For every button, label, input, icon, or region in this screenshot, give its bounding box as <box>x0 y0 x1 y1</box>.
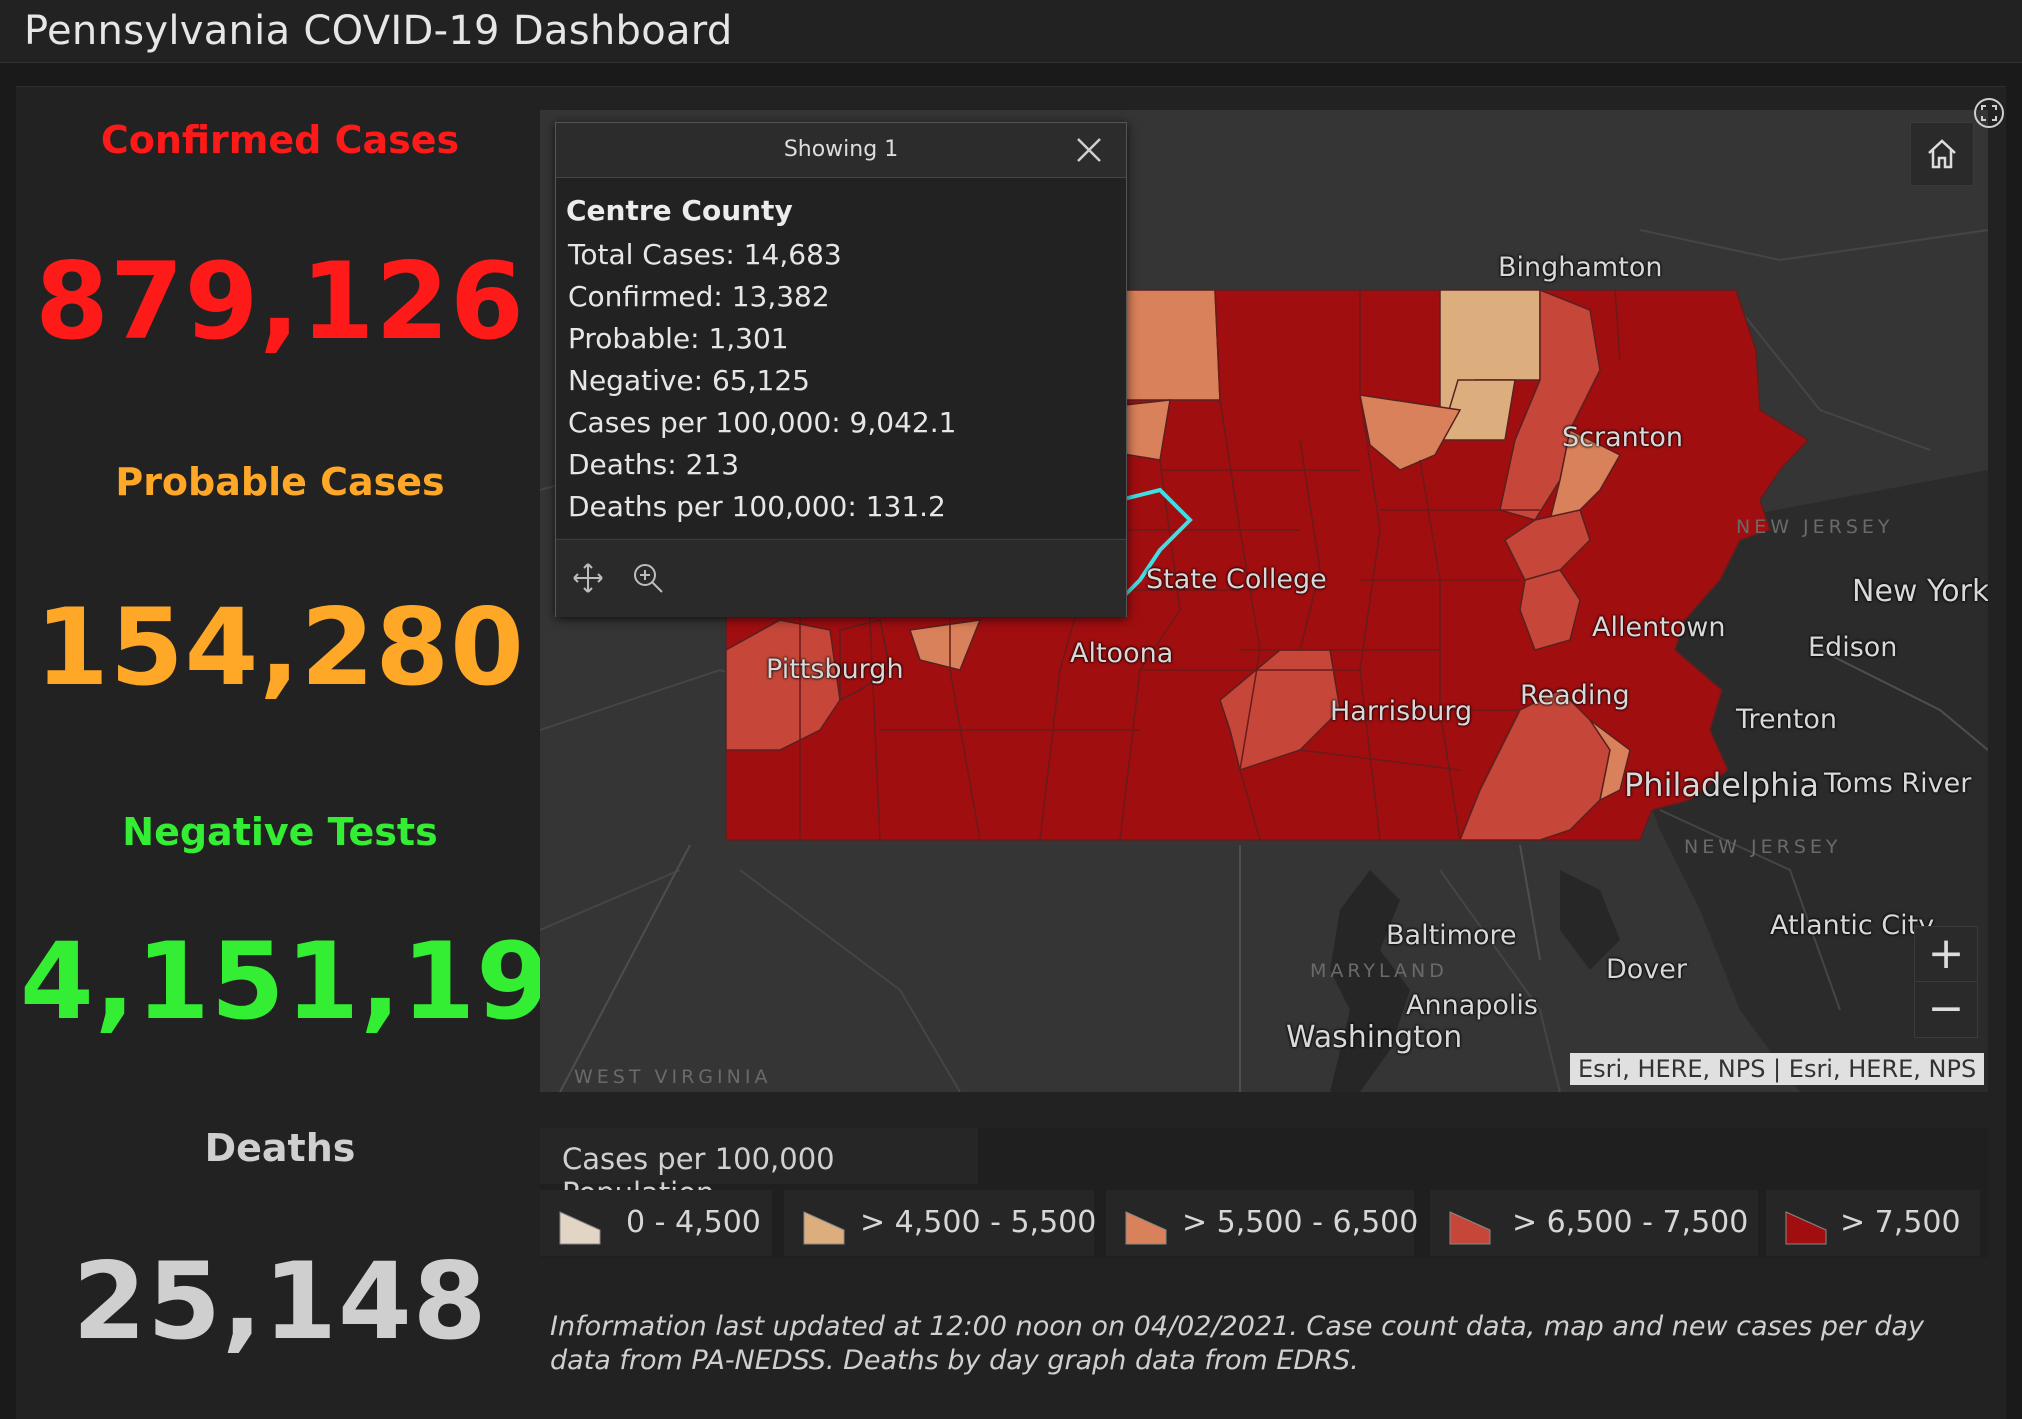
legend-item-1: > 4,500 - 5,500 <box>784 1190 1097 1256</box>
popup-total-cases: Total Cases: 14,683 <box>568 238 842 271</box>
city-label-state-college: State College <box>1146 564 1327 595</box>
legend-item-2: > 5,500 - 6,500 <box>1106 1190 1418 1256</box>
legend-swatch-0 <box>559 1211 601 1245</box>
zoom-to-icon[interactable] <box>630 560 666 596</box>
city-label-altoona: Altoona <box>1070 638 1174 669</box>
confirmed-cases-label: Confirmed Cases <box>100 118 460 162</box>
state-label-west-virginia: WEST VIRGINIA <box>574 1066 772 1088</box>
legend-swatch-4 <box>1785 1211 1827 1245</box>
popup-deaths: Deaths: 213 <box>568 448 740 481</box>
legend-label-0: 0 - 4,500 <box>626 1205 761 1240</box>
home-icon <box>1928 139 1956 169</box>
popup-negative: Negative: 65,125 <box>568 364 810 397</box>
city-label-annapolis: Annapolis <box>1406 990 1538 1021</box>
state-label-new-jersey-south: NEW JERSEY <box>1684 836 1842 858</box>
page-title: Pennsylvania COVID-19 Dashboard <box>24 8 733 54</box>
popup-header: Showing 1 <box>556 123 1126 178</box>
legend-swatch-3 <box>1449 1211 1491 1245</box>
city-label-pittsburgh: Pittsburgh <box>766 654 904 685</box>
legend-label-2: > 5,500 - 6,500 <box>1182 1205 1419 1240</box>
popup-confirmed: Confirmed: 13,382 <box>568 280 830 313</box>
legend-item-4: > 7,500 <box>1766 1190 1980 1256</box>
city-label-baltimore: Baltimore <box>1386 920 1517 951</box>
city-label-harrisburg: Harrisburg <box>1330 696 1473 727</box>
fullscreen-icon <box>1974 98 2004 128</box>
probable-cases-label: Probable Cases <box>115 460 445 504</box>
probable-cases-value: 154,280 <box>35 586 525 709</box>
legend-swatch-2 <box>1125 1211 1167 1245</box>
popup-footer <box>556 539 1126 617</box>
popup-probable: Probable: 1,301 <box>568 322 789 355</box>
legend-swatch-1 <box>803 1211 845 1245</box>
city-label-trenton: Trenton <box>1736 704 1837 735</box>
popup-close-button[interactable] <box>1072 133 1106 167</box>
legend-label-3: > 6,500 - 7,500 <box>1512 1205 1749 1240</box>
county-popup: Showing 1 Centre County Total Cases: 14,… <box>555 122 1127 617</box>
city-label-allentown: Allentown <box>1592 612 1726 643</box>
app-header: Pennsylvania COVID-19 Dashboard <box>0 0 2022 63</box>
state-label-maryland: MARYLAND <box>1310 960 1448 982</box>
state-label-new-jersey-north: NEW JERSEY <box>1736 516 1894 538</box>
popup-county-name: Centre County <box>566 194 793 227</box>
city-label-toms-river: Toms River <box>1824 768 1972 799</box>
move-icon[interactable] <box>570 560 606 596</box>
city-label-edison: Edison <box>1808 632 1898 663</box>
confirmed-cases-value: 879,126 <box>35 240 525 363</box>
close-icon <box>1077 138 1101 162</box>
city-label-scranton: Scranton <box>1562 422 1683 453</box>
city-label-dover: Dover <box>1606 954 1687 985</box>
negative-tests-value: 4,151,199 <box>20 920 626 1043</box>
legend-title-box: Cases per 100,000 Population <box>540 1128 978 1210</box>
negative-tests-label: Negative Tests <box>122 810 438 854</box>
update-footnote: Information last updated at 12:00 noon o… <box>550 1311 1924 1376</box>
map-legend: Cases per 100,000 Population 0 - 4,500 >… <box>540 1128 1988 1258</box>
deaths-value: 25,148 <box>72 1240 488 1363</box>
city-label-binghamton: Binghamton <box>1498 252 1663 283</box>
deaths-label: Deaths <box>204 1126 356 1170</box>
city-label-philadelphia: Philadelphia <box>1624 766 1819 804</box>
city-label-atlantic-city: Atlantic City <box>1770 910 1935 941</box>
map-attribution: Esri, HERE, NPS | Esri, HERE, NPS <box>1570 1053 1985 1085</box>
legend-item-0: 0 - 4,500 <box>540 1190 772 1256</box>
legend-item-3: > 6,500 - 7,500 <box>1430 1190 1758 1256</box>
popup-body: Centre County Total Cases: 14,683 Confir… <box>556 178 1126 538</box>
fullscreen-button[interactable] <box>1972 96 2006 130</box>
legend-label-4: > 7,500 <box>1840 1205 1961 1240</box>
popup-cases-per-100k: Cases per 100,000: 9,042.1 <box>568 406 957 439</box>
popup-header-title: Showing 1 <box>783 137 899 162</box>
city-label-washington: Washington <box>1286 1020 1463 1055</box>
zoom-controls: + − <box>1914 926 1978 1038</box>
stats-column: Confirmed Cases 879,126 Probable Cases 1… <box>20 90 626 1418</box>
zoom-in-button[interactable]: + <box>1915 927 1977 982</box>
legend-label-1: > 4,500 - 5,500 <box>860 1205 1097 1240</box>
city-label-new-york: New York <box>1852 574 1988 609</box>
city-label-reading: Reading <box>1520 680 1630 711</box>
home-button[interactable] <box>1910 122 1974 186</box>
zoom-out-button[interactable]: − <box>1927 983 1965 1034</box>
popup-deaths-per-100k: Deaths per 100,000: 131.2 <box>568 490 946 523</box>
